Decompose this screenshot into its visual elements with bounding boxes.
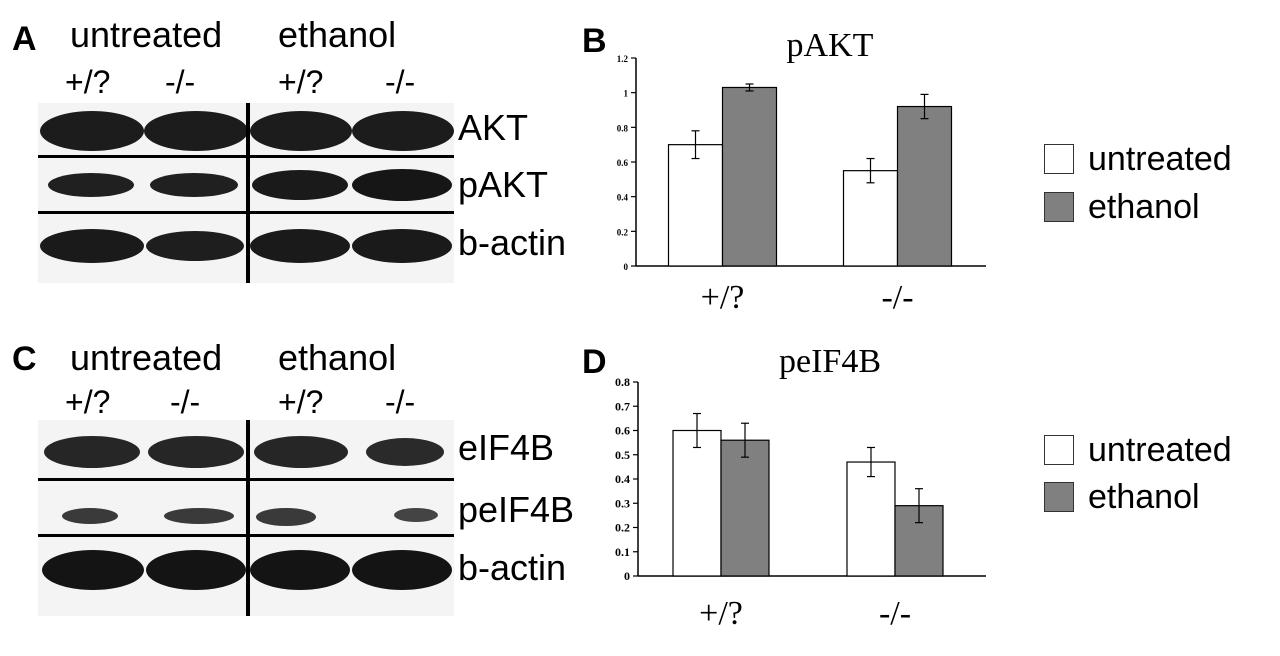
blot-lane-separator bbox=[246, 420, 250, 616]
bar-untreated bbox=[672, 429, 722, 577]
blot-band bbox=[250, 111, 352, 151]
y-tick-label: 0.4 bbox=[617, 193, 629, 203]
legend-swatch-ethanol bbox=[1044, 482, 1074, 512]
blot-band bbox=[44, 436, 140, 468]
panel-c-lane-3: +/? bbox=[278, 384, 324, 420]
panel-a-lane-3: +/? bbox=[278, 64, 324, 100]
panel-a-lane-4: -/- bbox=[385, 64, 416, 100]
blot-band bbox=[62, 508, 118, 524]
panel-a-header-ethanol: ethanol bbox=[278, 14, 397, 55]
legend-swatch-untreated bbox=[1044, 144, 1074, 174]
panel-c-header-ethanol: ethanol bbox=[278, 337, 397, 378]
legend-swatch-ethanol bbox=[1044, 192, 1074, 222]
legend-label-ethanol: ethanol bbox=[1088, 188, 1200, 226]
blot-band bbox=[254, 436, 348, 468]
blot-lane-separator bbox=[246, 103, 250, 283]
blot-band bbox=[148, 436, 244, 468]
panel-d-letter: D bbox=[582, 343, 607, 381]
panel-a-row-label-3: b-actin bbox=[458, 222, 567, 263]
legend-label-untreated: untreated bbox=[1088, 140, 1232, 178]
blot-band bbox=[352, 111, 454, 151]
bar-untreated bbox=[842, 170, 899, 267]
blot-band bbox=[250, 229, 350, 263]
blot-band bbox=[352, 229, 452, 263]
x-category-label: +/? bbox=[699, 595, 743, 632]
y-tick-label: 0 bbox=[624, 569, 630, 583]
bar-ethanol bbox=[896, 105, 953, 267]
y-tick-label: 0.8 bbox=[615, 375, 630, 389]
y-tick-label: 0.3 bbox=[615, 496, 630, 510]
y-tick-label: 0.1 bbox=[615, 545, 630, 559]
legend-label-untreated: untreated bbox=[1088, 431, 1232, 469]
panel-a-lane-1: +/? bbox=[65, 64, 111, 100]
panel-c-lane-2: -/- bbox=[170, 384, 201, 420]
panel-c-lane-1: +/? bbox=[65, 384, 111, 420]
y-tick-label: 1 bbox=[624, 89, 629, 99]
legend-label-ethanol: ethanol bbox=[1088, 478, 1200, 516]
blot-band bbox=[256, 508, 316, 526]
y-tick-label: 0.7 bbox=[615, 399, 630, 413]
panel-c-row-label-1: eIF4B bbox=[458, 427, 555, 468]
panel-c-row-label-3: b-actin bbox=[458, 547, 567, 588]
blot-band bbox=[252, 170, 348, 200]
chart-d-peif4b: peIF4B 0 0.1 0.2 0.3 0.4 0.5 0.6 0.7 0.8 +/? -/- bbox=[615, 343, 986, 632]
chart-title: pAKT bbox=[787, 27, 874, 64]
blot-band bbox=[42, 550, 144, 590]
legend-d-ethanol: ethanol bbox=[1044, 480, 1200, 514]
y-tick-label: 0.6 bbox=[617, 158, 629, 168]
y-tick-label: 0.2 bbox=[617, 227, 629, 237]
blot-band bbox=[146, 231, 244, 261]
blot-band bbox=[146, 550, 246, 590]
blot-band bbox=[144, 111, 248, 151]
blot-band bbox=[150, 173, 238, 197]
y-tick-label: 0.6 bbox=[615, 424, 630, 438]
blot-band bbox=[394, 508, 438, 522]
y-tick-label: 0.2 bbox=[615, 521, 630, 535]
x-category-label: -/- bbox=[879, 595, 911, 632]
legend-b-ethanol: ethanol bbox=[1044, 190, 1200, 224]
bar-untreated bbox=[667, 144, 724, 267]
legend-d-untreated: untreated bbox=[1044, 433, 1232, 467]
blot-band bbox=[40, 111, 144, 151]
legend-b-untreated: untreated bbox=[1044, 142, 1232, 176]
panel-a-header-untreated: untreated bbox=[70, 14, 223, 55]
x-category-label: -/- bbox=[881, 279, 913, 316]
chart-title: peIF4B bbox=[779, 343, 881, 380]
blot-band bbox=[48, 173, 134, 197]
legend-swatch-untreated bbox=[1044, 435, 1074, 465]
panel-b-letter: B bbox=[582, 22, 607, 60]
blot-band bbox=[352, 550, 452, 590]
y-tick-label: 0.8 bbox=[617, 123, 629, 133]
panel-a-lane-2: -/- bbox=[165, 64, 196, 100]
x-category-label: +/? bbox=[701, 279, 745, 316]
panel-c-letter: C bbox=[12, 340, 37, 378]
panel-c-western-blot bbox=[38, 420, 454, 616]
blot-band bbox=[40, 229, 144, 263]
blot-band bbox=[250, 550, 350, 590]
panel-c-row-label-2: peIF4B bbox=[458, 489, 575, 530]
y-tick-label: 0 bbox=[624, 262, 629, 272]
panel-a-row-label-1: AKT bbox=[458, 107, 529, 148]
y-tick-label: 0.4 bbox=[615, 472, 630, 486]
panel-c-header-untreated: untreated bbox=[70, 337, 223, 378]
blot-band bbox=[352, 169, 452, 201]
panel-a-row-label-2: pAKT bbox=[458, 164, 549, 205]
chart-b-pakt: pAKT 0 0.2 0.4 0.6 0.8 1 1.2 +/? -/- bbox=[617, 27, 986, 316]
panel-a-western-blot bbox=[38, 103, 454, 283]
blot-band bbox=[164, 508, 234, 524]
y-tick-label: 1.2 bbox=[617, 54, 629, 64]
panel-a-letter: A bbox=[12, 20, 37, 58]
bar-ethanol bbox=[720, 439, 770, 577]
y-tick-label: 0.5 bbox=[615, 448, 630, 462]
blot-band bbox=[366, 438, 444, 466]
bar-ethanol bbox=[721, 86, 778, 267]
bar-untreated bbox=[846, 461, 896, 577]
panel-c-lane-4: -/- bbox=[385, 384, 416, 420]
